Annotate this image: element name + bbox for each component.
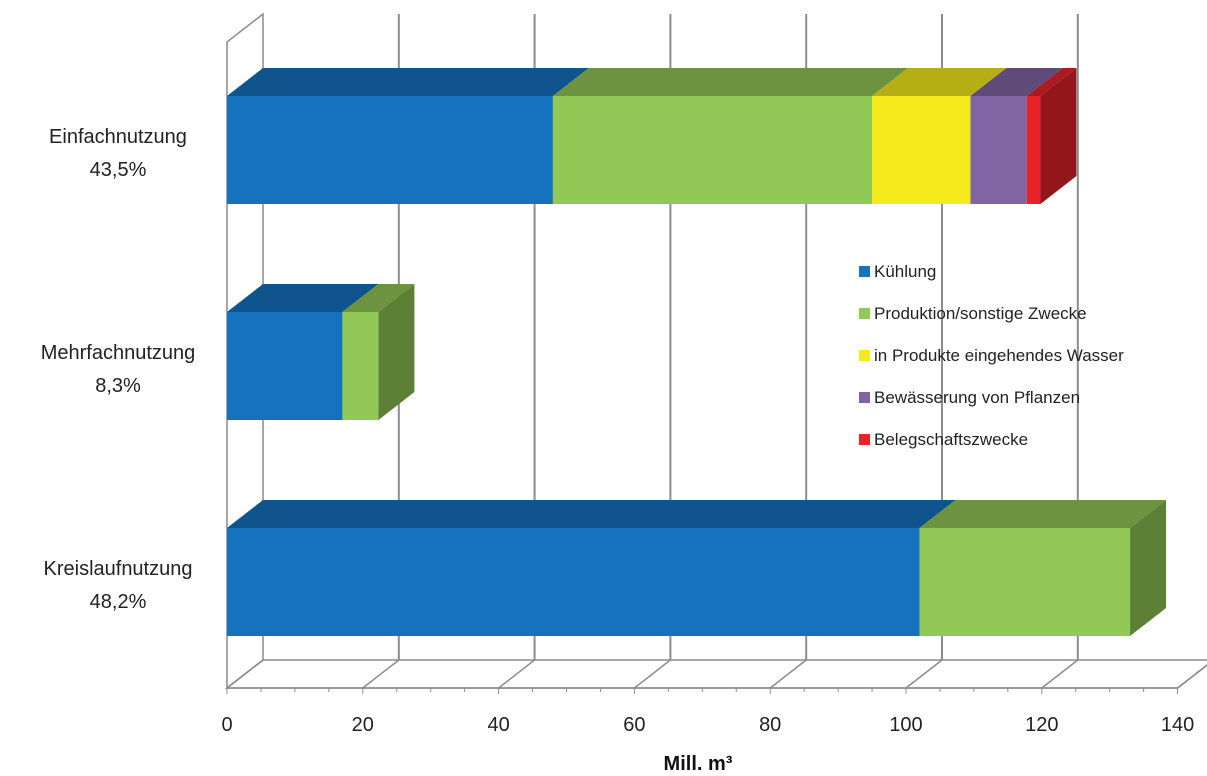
x-tick-label: 20	[352, 714, 374, 736]
bar-segment	[342, 312, 379, 420]
floor-gridline	[498, 659, 536, 689]
floor-gridline	[1177, 664, 1207, 689]
category-share-label: 48,2%	[90, 591, 147, 613]
floor-gridline	[226, 659, 264, 689]
bar-top	[227, 500, 956, 528]
category-share-label: 43,5%	[90, 159, 147, 181]
bar-top	[919, 500, 1167, 528]
bar-top	[872, 68, 1007, 96]
bar-segment	[1026, 96, 1041, 204]
category-labels: Einfachnutzung 43,5% Mehrfachnutzung 8,3% Kr…	[41, 126, 196, 613]
legend-label: Belegschaftszwecke	[874, 430, 1028, 449]
legend-swatch	[859, 392, 870, 403]
x-tick-label: 100	[889, 714, 922, 736]
floor-gridline	[633, 659, 671, 689]
bar-segment	[970, 96, 1027, 204]
x-axis-title: Mill. m³	[664, 753, 733, 775]
x-tick-label: 80	[759, 714, 781, 736]
x-tick-label: 40	[487, 714, 509, 736]
legend-label: Bewässerung von Pflanzen	[874, 388, 1080, 407]
bar-side	[378, 284, 415, 420]
bars	[227, 68, 1167, 636]
x-tick-label: 0	[221, 714, 232, 736]
bar-top	[227, 68, 589, 96]
bar-segment	[552, 96, 873, 204]
bar-segment	[227, 312, 343, 420]
bar-top	[552, 68, 909, 96]
x-axis: 0 20 40 60 80 100 120 140	[221, 687, 1194, 736]
legend-swatch	[859, 266, 870, 277]
bar-segment	[227, 96, 553, 204]
bar-top	[342, 284, 415, 312]
bar-side	[1130, 500, 1167, 636]
bar-top	[970, 68, 1063, 96]
bar-segment	[872, 96, 971, 204]
bar-segment	[227, 528, 920, 636]
floor-gridline	[362, 659, 400, 689]
legend-swatch	[859, 434, 870, 445]
floor-gridline	[1041, 659, 1079, 689]
category-share-label: 8,3%	[95, 375, 141, 397]
legend-label: Kühlung	[874, 262, 936, 281]
category-label: Mehrfachnutzung	[41, 342, 196, 364]
legend-swatch	[859, 350, 870, 361]
bar-top	[1026, 68, 1077, 96]
legend-label: in Produkte eingehendes Wasser	[874, 346, 1124, 365]
bar-segment	[919, 528, 1131, 636]
x-tick-label: 60	[623, 714, 645, 736]
x-tick-label: 120	[1025, 714, 1058, 736]
legend-swatch	[859, 308, 870, 319]
category-label: Einfachnutzung	[49, 126, 187, 148]
legend: Kühlung Produktion/sonstige Zwecke in Prod…	[859, 262, 1124, 449]
bar-side	[1040, 68, 1077, 204]
bar-top	[227, 284, 379, 312]
legend-label: Produktion/sonstige Zwecke	[874, 304, 1087, 323]
category-label: Kreislaufnutzung	[44, 558, 193, 580]
x-tick-label: 140	[1161, 714, 1194, 736]
floor-gridline	[905, 659, 943, 689]
floor-gridline	[769, 659, 807, 689]
